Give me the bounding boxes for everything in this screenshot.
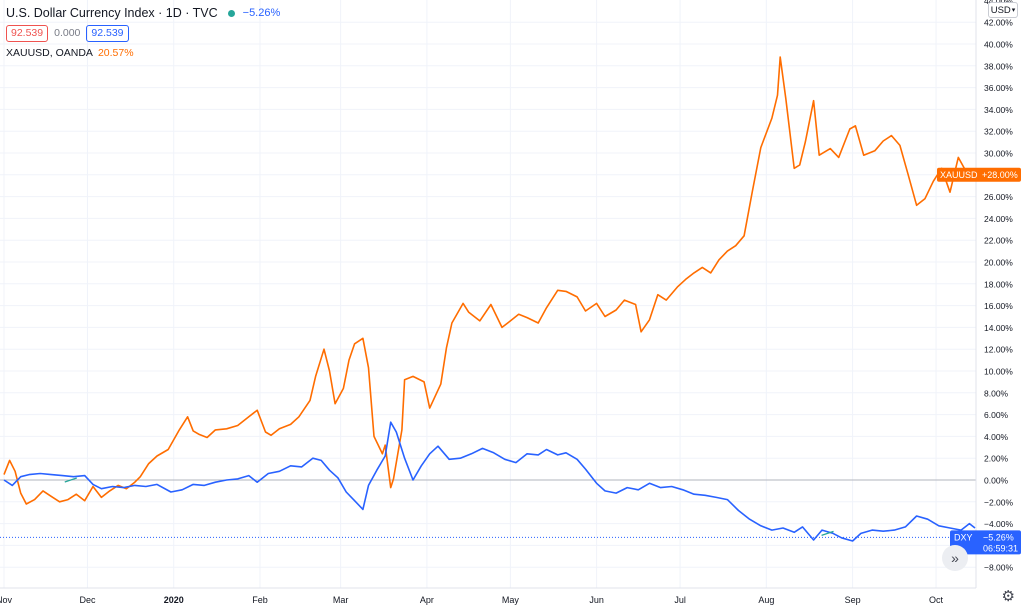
x-tick-label: 2020 (164, 595, 184, 605)
y-tick-label: 8.00% (984, 388, 1009, 398)
dxy-price-tag-name: DXY (954, 532, 973, 542)
chart-series (3, 56, 976, 542)
y-tick-label: 30.00% (984, 149, 1013, 159)
y-tick-label: 40.00% (984, 40, 1013, 50)
annotation-marker (821, 530, 834, 537)
y-tick-label: 4.00% (984, 432, 1009, 442)
y-tick-label: 20.00% (984, 258, 1013, 268)
y-tick-label: 12.00% (984, 345, 1013, 355)
series-line-dxy[interactable] (3, 421, 976, 542)
y-tick-label: −8.00% (984, 563, 1014, 573)
x-tick-label: Aug (758, 595, 774, 605)
price-labels: XAUUSD +28.00% DXY −5.26% 06:59:31 (937, 167, 1021, 555)
x-tick-label: Apr (420, 595, 434, 605)
gear-icon: ⚙ (1001, 588, 1015, 605)
sell-price-box[interactable]: 92.539 (6, 24, 49, 42)
dxy-price-tag-value: −5.26% (983, 532, 1014, 542)
x-tick-label: Jun (589, 595, 604, 605)
xauusd-price-tag (937, 167, 1021, 182)
chart-grid (0, 0, 976, 588)
y-tick-label: −4.00% (984, 519, 1014, 529)
legend-main-row[interactable]: U.S. Dollar Currency Index · 1D · TVC −5… (6, 4, 280, 22)
legend-values-row: 92.539 0.000 92.539 (6, 24, 280, 42)
y-tick-label: 0.00% (984, 476, 1009, 486)
x-tick-label: Dec (79, 595, 96, 605)
settings-button[interactable]: ⚙ (1002, 587, 1015, 605)
y-tick-label: 42.00% (984, 18, 1013, 28)
y-tick-label: 34.00% (984, 105, 1013, 115)
compare-symbol-change: 20.57% (97, 47, 134, 59)
main-symbol-title[interactable]: U.S. Dollar Currency Index · 1D · TVC (6, 6, 218, 20)
y-tick-label: 22.00% (984, 236, 1013, 246)
main-symbol-change: −5.26% (242, 7, 281, 19)
y-tick-label: 16.00% (984, 301, 1013, 311)
y-tick-label: 32.00% (984, 127, 1013, 137)
x-tick-label: Jul (674, 595, 686, 605)
legend-compare-row[interactable]: XAUUSD, OANDA 20.57% (6, 44, 280, 62)
xauusd-price-tag-value: +28.00% (982, 170, 1018, 180)
xauusd-price-tag-name: XAUUSD (940, 170, 978, 180)
double-chevron-right-icon: » (951, 550, 959, 566)
chart-legend: U.S. Dollar Currency Index · 1D · TVC −5… (6, 4, 280, 62)
chart-annotations (64, 477, 834, 537)
y-tick-label: 10.00% (984, 367, 1013, 377)
x-tick-label: Mar (333, 595, 349, 605)
chevron-down-icon: ▾ (1011, 7, 1016, 14)
annotation-marker (64, 477, 77, 483)
scroll-to-realtime-button[interactable]: » (942, 545, 968, 571)
x-tick-label: Oct (929, 595, 944, 605)
x-tick-label: Feb (252, 595, 268, 605)
x-tick-label: May (502, 595, 520, 605)
dxy-price-tag (950, 530, 1021, 555)
market-open-status-icon (227, 9, 235, 17)
x-tick-label: Sep (845, 595, 861, 605)
y-tick-label: 24.00% (984, 214, 1013, 224)
y-tick-label: 36.00% (984, 83, 1013, 93)
compare-symbol-name[interactable]: XAUUSD, OANDA (6, 47, 93, 59)
y-tick-label: 38.00% (984, 61, 1013, 71)
y-tick-label: 2.00% (984, 454, 1009, 464)
y-tick-label: 14.00% (984, 323, 1013, 333)
series-line-xauusd[interactable] (3, 56, 976, 505)
spread-value: 0.000 (54, 27, 81, 39)
currency-selector[interactable]: USD ▾ (988, 2, 1018, 18)
currency-selector-label: USD (990, 4, 1011, 16)
y-tick-label: 6.00% (984, 410, 1009, 420)
x-tick-label: Nov (0, 595, 12, 605)
y-tick-label: −2.00% (984, 497, 1014, 507)
y-tick-label: 26.00% (984, 192, 1013, 202)
y-axis[interactable]: −8.00%−6.00%−4.00%−2.00%0.00%2.00%4.00%6… (975, 0, 1014, 588)
y-tick-label: 18.00% (984, 279, 1013, 289)
dxy-countdown: 06:59:31 (983, 543, 1018, 553)
x-axis[interactable]: Nov Dec 2020 Feb Mar Apr May Jun Jul Aug Sep Oct (0, 587, 976, 605)
buy-price-box[interactable]: 92.539 (86, 24, 129, 42)
